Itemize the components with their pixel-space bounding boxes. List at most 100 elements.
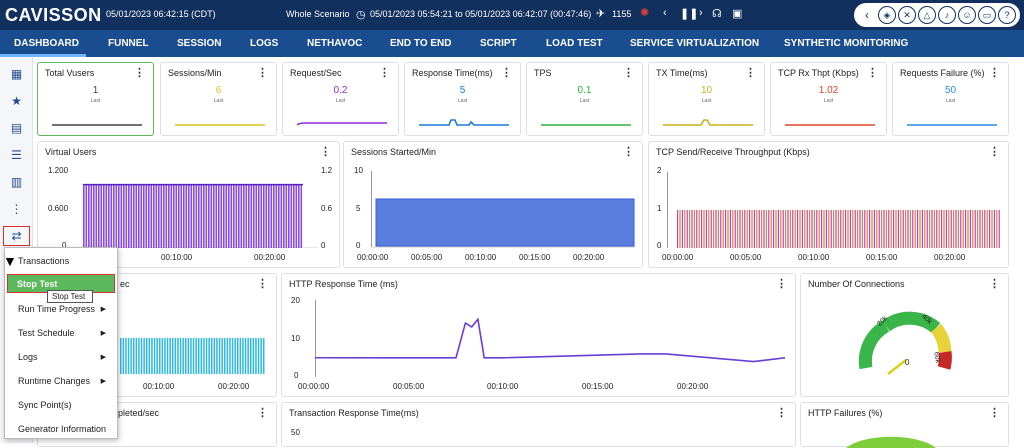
panel-menu-icon[interactable]: ⋮	[320, 146, 331, 158]
menu-item-generator-information[interactable]: Generator Information	[18, 424, 107, 434]
tcp-bar	[773, 210, 775, 248]
menu-item-transactions[interactable]: Transactions	[18, 256, 70, 266]
menu-item-sync-points[interactable]: Sync Point(s)	[18, 400, 72, 410]
tcp-bar	[967, 210, 969, 248]
tab-end-to-end[interactable]: END TO END	[390, 38, 452, 49]
menu-item-runtime-changes[interactable]: Runtime Changes	[18, 376, 91, 386]
kpi-sparkline-path	[297, 122, 387, 126]
cursor-arrow-icon: ▼	[3, 253, 17, 269]
tools-icon[interactable]: ✕	[898, 6, 916, 24]
kpi-sparkline	[175, 124, 265, 126]
kpi-card[interactable]: TPS ⋮ 0.1 Last	[526, 62, 643, 136]
tab-load-test[interactable]: LOAD TEST	[546, 38, 603, 49]
kpi-menu-icon[interactable]: ⋮	[134, 67, 145, 79]
alert-icon[interactable]: △	[918, 6, 936, 24]
gauge-needle	[887, 359, 907, 375]
y-tick-right: 0	[321, 241, 326, 250]
time-range[interactable]: 05/01/2023 05:54:21 to 05/01/2023 06:42:…	[370, 9, 592, 19]
tcp-bar	[857, 210, 859, 248]
hits-bar	[211, 338, 213, 374]
chart-icon[interactable]: ▥	[10, 174, 23, 189]
tcp-bar	[722, 210, 724, 248]
user-icon[interactable]: ☺	[958, 6, 976, 24]
panel-menu-icon[interactable]: ⋮	[776, 278, 787, 290]
monitor-icon[interactable]: ▣	[732, 8, 743, 20]
pause-icon[interactable]: ❚❚	[680, 8, 699, 20]
kpi-card[interactable]: TX Time(ms) ⋮ 10 Last	[648, 62, 765, 136]
panel-menu-icon[interactable]: ⋮	[989, 407, 1000, 419]
previous-icon[interactable]: ‹	[663, 7, 667, 19]
tab-dashboard[interactable]: DASHBOARD	[14, 38, 79, 49]
hits-bar	[218, 338, 221, 374]
vu-bar	[253, 184, 255, 248]
hits-bar	[255, 338, 257, 374]
kpi-card[interactable]: Total Vusers ⋮ 1 Last	[37, 62, 154, 136]
vu-bar	[85, 184, 88, 248]
screen-icon[interactable]: ▭	[978, 6, 996, 24]
tcp-bar	[789, 210, 791, 248]
kpi-menu-icon[interactable]: ⋮	[623, 67, 634, 79]
menu-item-run-time-progress[interactable]: Run Time Progress	[18, 304, 96, 314]
y-tick-right: 0.6	[321, 204, 333, 213]
hits-bar	[177, 338, 179, 374]
vu-bar	[175, 184, 178, 248]
kpi-menu-icon[interactable]: ⋮	[501, 67, 512, 79]
scenario-label[interactable]: Whole Scenario	[286, 9, 350, 19]
tab-script[interactable]: SCRIPT	[480, 38, 517, 49]
help-icon[interactable]: ?	[998, 6, 1016, 24]
next-icon[interactable]: ›	[699, 7, 703, 19]
tree-icon[interactable]: ⋮	[10, 201, 23, 216]
kpi-menu-icon[interactable]: ⋮	[745, 67, 756, 79]
notification-bell-icon[interactable]: ♪	[938, 6, 956, 24]
kpi-value: 6	[215, 85, 222, 96]
tab-session[interactable]: SESSION	[177, 38, 222, 49]
panel-menu-icon[interactable]: ⋮	[257, 407, 268, 419]
vu-bar	[188, 184, 190, 248]
tab-synthetic-monitoring[interactable]: SYNTHETIC MONITORING	[784, 38, 909, 49]
antenna-icon[interactable]: ☊	[712, 8, 722, 20]
tcp-bar	[785, 210, 787, 248]
tcp-bar	[713, 210, 715, 248]
kpi-card[interactable]: Requests Failure (%) ⋮ 50 Last	[892, 62, 1009, 136]
tcp-bar	[866, 210, 868, 248]
panel-menu-icon[interactable]: ⋮	[257, 278, 268, 290]
kpi-menu-icon[interactable]: ⋮	[379, 67, 390, 79]
tcp-bar	[957, 210, 959, 248]
kpi-card[interactable]: Request/Sec ⋮ 0.2 Last	[282, 62, 399, 136]
tcp-bar	[893, 210, 895, 248]
grid-icon[interactable]: ▦	[10, 66, 23, 81]
tab-service-virtualization[interactable]: SERVICE VIRTUALIZATION	[630, 38, 760, 49]
panel-menu-icon[interactable]: ⋮	[989, 278, 1000, 290]
kpi-card[interactable]: TCP Rx Thpt (Kbps) ⋮ 1.02 Last	[770, 62, 887, 136]
calendar-icon[interactable]: ▤	[10, 120, 23, 135]
hits-bar	[224, 338, 226, 374]
tab-logs[interactable]: LOGS	[250, 38, 279, 49]
panel-menu-icon[interactable]: ⋮	[776, 407, 787, 419]
tcp-throughput-panel: TCP Send/Receive Throughput (Kbps) ⋮ 2 1…	[648, 141, 1009, 268]
kpi-menu-icon[interactable]: ⋮	[989, 67, 1000, 79]
star-icon[interactable]: ★	[11, 93, 22, 108]
vu-bar	[120, 184, 123, 248]
collapse-icon[interactable]: ‹	[865, 8, 869, 22]
kpi-card[interactable]: Sessions/Min ⋮ 6 Last	[160, 62, 277, 136]
menu-item-test-schedule[interactable]: Test Schedule	[18, 328, 75, 338]
tcp-bar	[787, 210, 789, 248]
kpi-menu-icon[interactable]: ⋮	[867, 67, 878, 79]
paint-bucket-icon[interactable]: ◈	[878, 6, 896, 24]
transfer-icon[interactable]: ⇄	[3, 226, 30, 246]
hits-bar	[169, 338, 171, 374]
kpi-card[interactable]: Response Time(ms) ⋮ 5 Last	[404, 62, 521, 136]
tab-nethavoc[interactable]: NETHAVOC	[307, 38, 363, 49]
tab-funnel[interactable]: FUNNEL	[108, 38, 149, 49]
vu-bar	[235, 184, 238, 248]
menu-item-logs[interactable]: Logs	[18, 352, 38, 362]
tcp-bar	[725, 210, 727, 248]
panel-menu-icon[interactable]: ⋮	[989, 146, 1000, 158]
report-icon[interactable]: ☰	[11, 147, 22, 162]
hits-bar	[234, 338, 236, 374]
panel-menu-icon[interactable]: ⋮	[623, 146, 634, 158]
virtual-users-panel: Virtual Users ⋮ 1.200 0.600 0 1.2 0.6 0 …	[37, 141, 340, 268]
vu-bar	[138, 184, 140, 248]
kpi-menu-icon[interactable]: ⋮	[257, 67, 268, 79]
tcp-bar	[691, 210, 693, 248]
